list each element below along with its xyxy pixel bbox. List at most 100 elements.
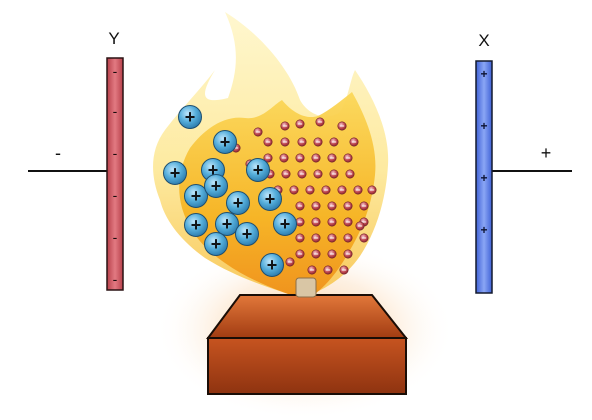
negative-particle (327, 249, 337, 259)
negative-particle (313, 137, 323, 147)
negative-particle (353, 185, 363, 195)
positive-ion: + (215, 212, 239, 236)
plate-y-minus-mark: - (113, 103, 118, 119)
svg-text:+: + (220, 132, 231, 152)
negative-particle (295, 119, 305, 129)
positive-ion: + (184, 184, 208, 208)
negative-particle (295, 233, 305, 243)
negative-particle (337, 185, 347, 195)
svg-text:+: + (222, 214, 233, 234)
positive-ion: + (204, 174, 228, 198)
terminal-x-label: + (541, 143, 552, 163)
negative-particle (307, 265, 317, 275)
negative-particle (343, 217, 353, 227)
negative-particle (327, 217, 337, 227)
negative-particle (311, 217, 321, 227)
plate-x-plus-mark: + (480, 67, 487, 81)
plate-y-minus-mark: - (113, 187, 118, 203)
svg-text:+: + (191, 186, 202, 206)
positive-ion: + (213, 130, 237, 154)
negative-particle (343, 233, 353, 243)
negative-particles (231, 117, 377, 275)
svg-text:+: + (265, 189, 276, 209)
svg-text:+: + (170, 163, 181, 183)
negative-particle (329, 137, 339, 147)
positive-ion: + (226, 191, 250, 215)
negative-particle (295, 217, 305, 227)
negative-particle (337, 121, 347, 131)
plate-y-label: Y (108, 29, 119, 48)
negative-particle (359, 233, 369, 243)
negative-particle (253, 127, 263, 137)
negative-particle (315, 117, 325, 127)
negative-particle (345, 169, 355, 179)
negative-particle (359, 201, 369, 211)
negative-particle (281, 169, 291, 179)
negative-particle (343, 201, 353, 211)
negative-particle (323, 265, 333, 275)
plate-x-plus-mark: + (480, 171, 487, 185)
negative-particle (349, 137, 359, 147)
negative-particle (339, 265, 349, 275)
plate-y-marks: - - - - - - (113, 63, 118, 287)
plate-y-minus-mark: - (113, 229, 118, 245)
plate-x-marks: + + + + (480, 67, 487, 237)
negative-particle (367, 185, 377, 195)
negative-particle (313, 169, 323, 179)
terminal-y-label: - (55, 143, 61, 163)
svg-text:+: + (208, 160, 219, 180)
positive-ion: + (260, 253, 284, 277)
negative-particle (295, 249, 305, 259)
plate-y (106, 57, 124, 291)
burner-body (207, 337, 407, 395)
negative-particle (297, 169, 307, 179)
positive-ion: + (273, 212, 297, 236)
svg-text:+: + (211, 234, 222, 254)
plate-x-plus-mark: + (480, 223, 487, 237)
negative-particle (321, 185, 331, 195)
negative-particle (297, 137, 307, 147)
svg-text:+: + (211, 176, 222, 196)
plate-y-minus-mark: - (113, 145, 118, 161)
negative-particle (311, 153, 321, 163)
negative-particle (327, 153, 337, 163)
negative-particle (343, 153, 353, 163)
positive-ion: + (184, 213, 208, 237)
negative-particle (289, 185, 299, 195)
plate-y-minus-mark: - (113, 271, 118, 287)
svg-text:+: + (267, 255, 278, 275)
negative-particle (280, 121, 290, 131)
wick (295, 277, 317, 298)
svg-text:+: + (191, 215, 202, 235)
negative-particle (355, 221, 365, 231)
positive-ion: + (246, 158, 270, 182)
svg-text:+: + (185, 107, 196, 127)
negative-particle (295, 201, 305, 211)
svg-text:+: + (280, 214, 291, 234)
negative-particle (279, 153, 289, 163)
negative-particle (285, 257, 295, 267)
negative-particle (311, 201, 321, 211)
plate-x (475, 60, 493, 294)
negative-particle (263, 137, 273, 147)
svg-text:+: + (242, 224, 253, 244)
plate-x-plus-mark: + (480, 119, 487, 133)
positive-ion: + (163, 161, 187, 185)
negative-particle (327, 201, 337, 211)
negative-particle (311, 233, 321, 243)
positive-ion: + (178, 105, 202, 129)
svg-text:+: + (253, 160, 264, 180)
plate-x-label: X (478, 31, 489, 50)
negative-particle (343, 249, 353, 259)
negative-particle (280, 137, 290, 147)
svg-text:+: + (233, 193, 244, 213)
negative-particle (327, 233, 337, 243)
negative-particle (311, 249, 321, 259)
positive-ion: + (235, 222, 259, 246)
positive-ions: +++ + ++ + +++ + ++ ++ (163, 105, 297, 277)
burner-top (206, 294, 409, 339)
negative-particle (305, 185, 315, 195)
negative-particle (329, 169, 339, 179)
positive-ion: + (204, 232, 228, 256)
